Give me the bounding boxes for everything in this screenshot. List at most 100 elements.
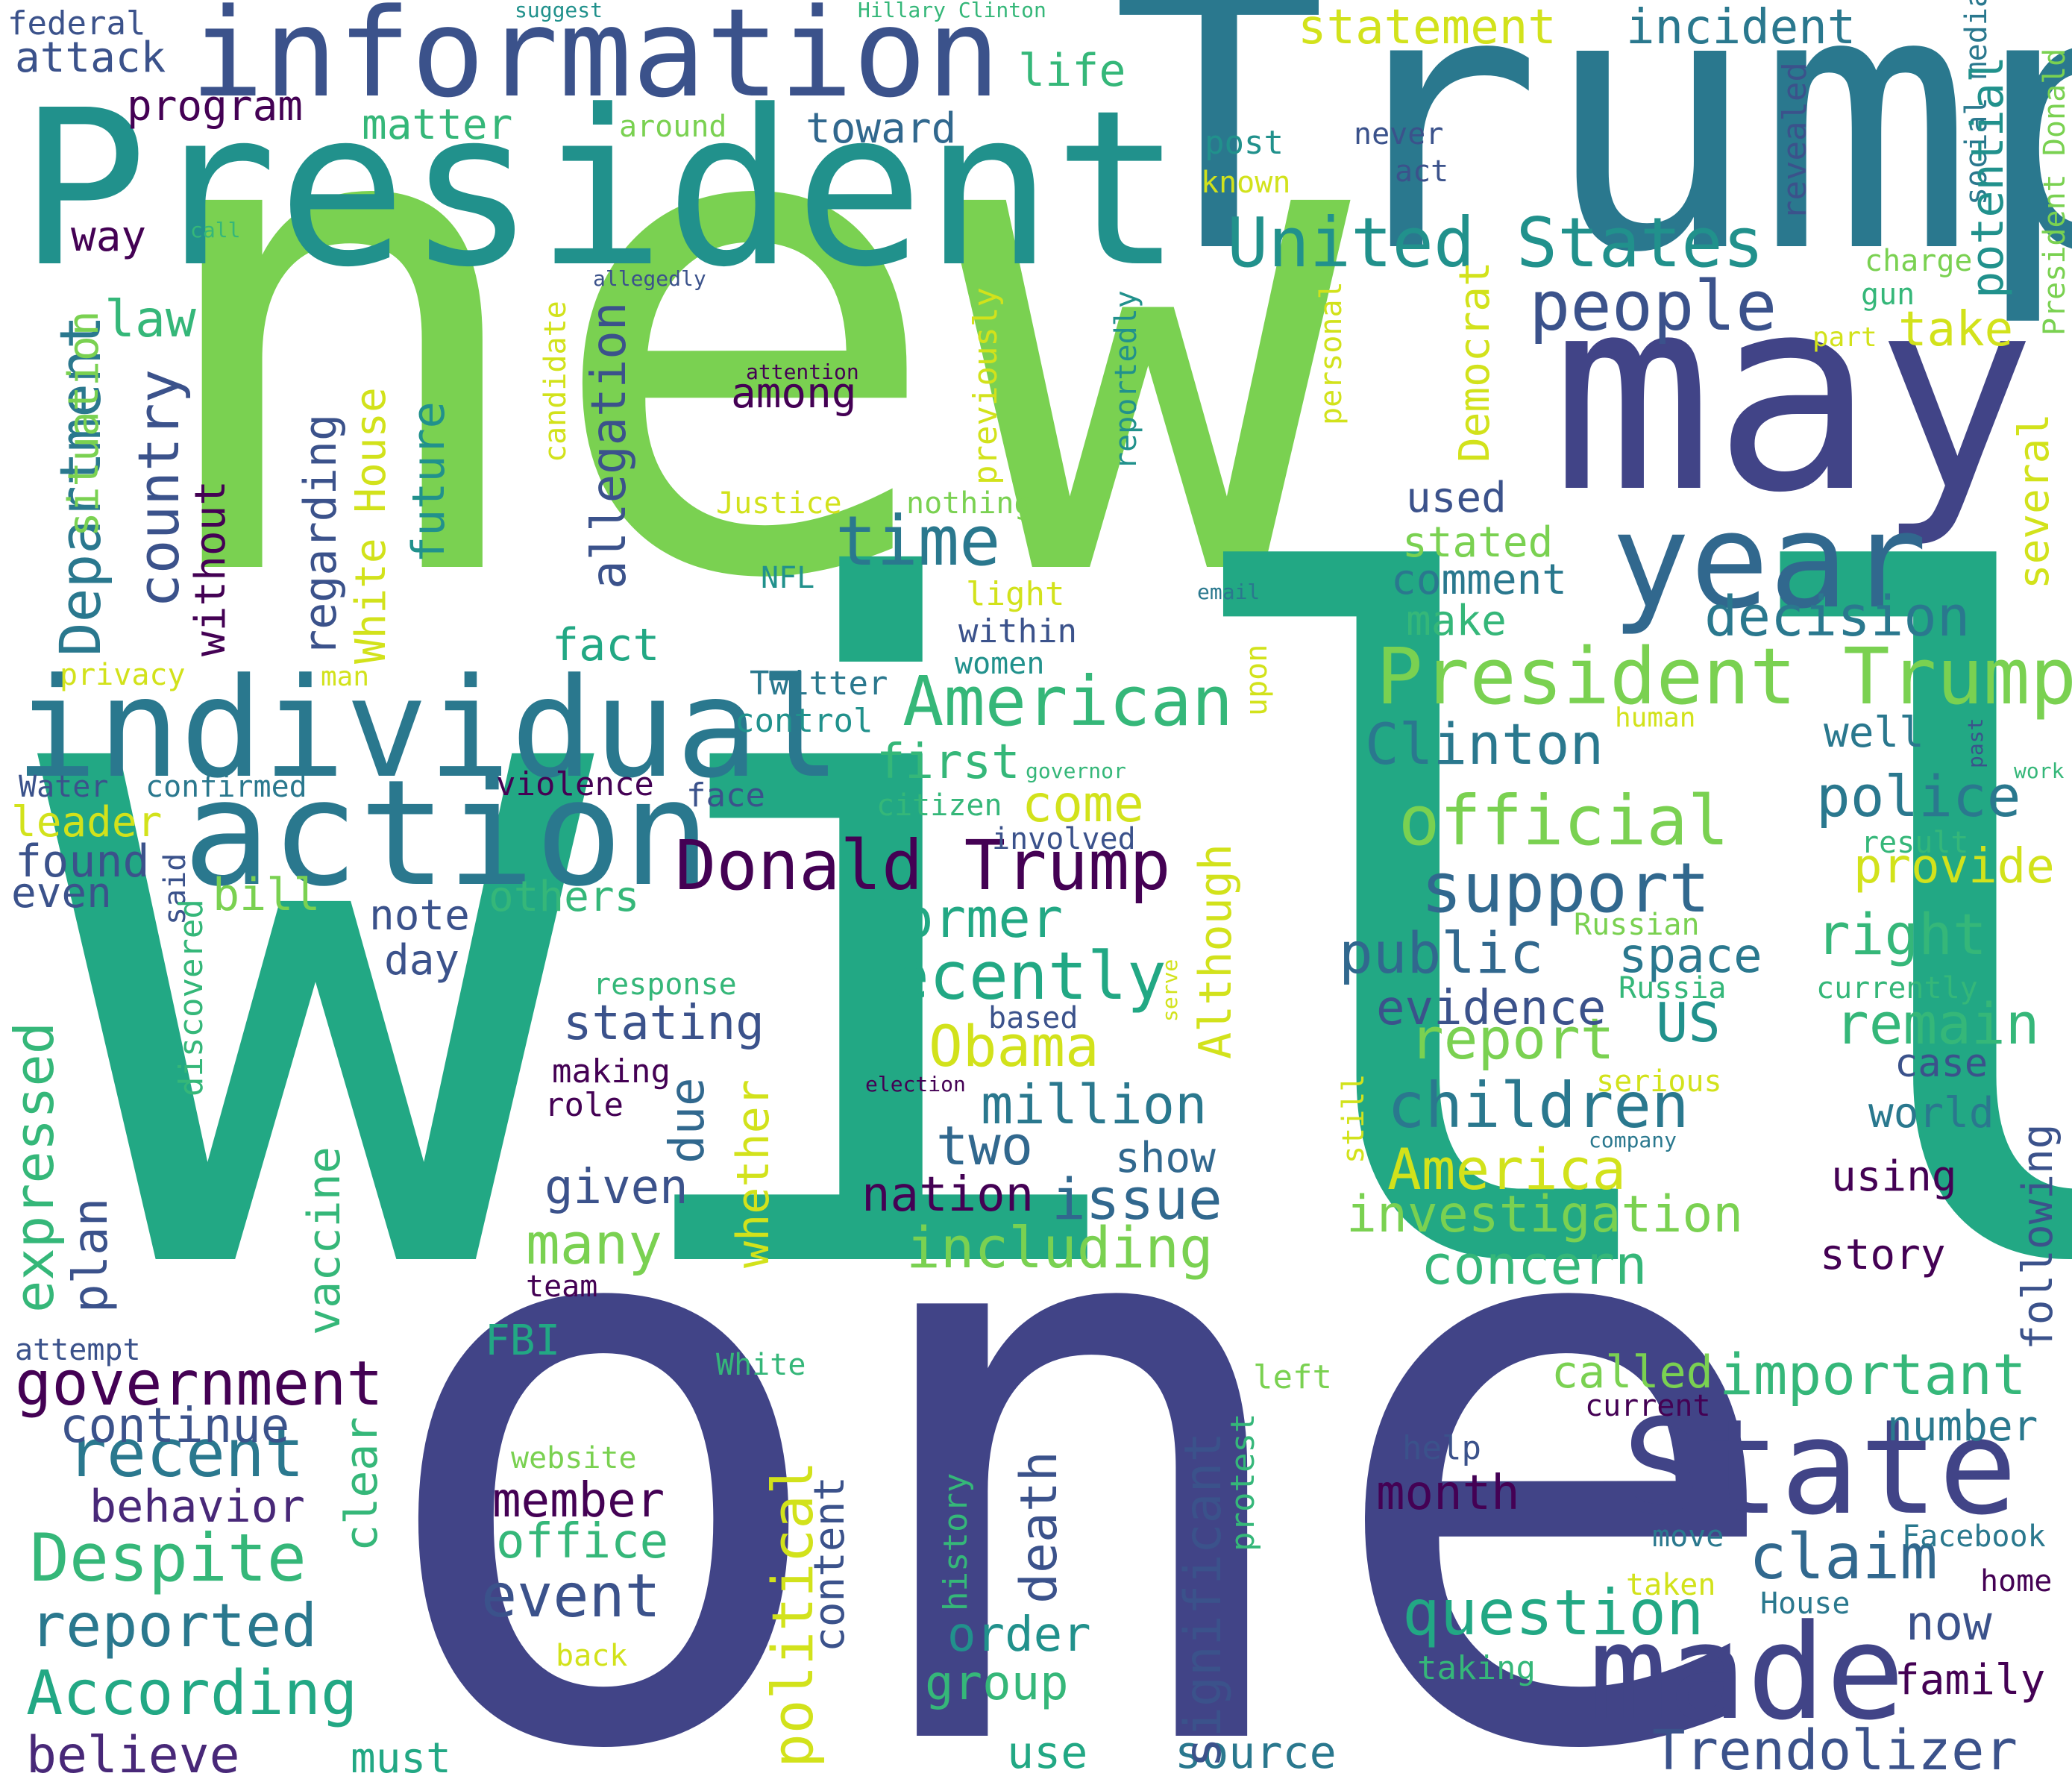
word-serious: serious [1596, 1064, 1722, 1099]
word-will: will [37, 401, 2072, 1478]
word-event: event [481, 1561, 661, 1631]
word-concern: concern [1421, 1234, 1648, 1296]
word-president-trump: President Trump [1376, 631, 2072, 722]
word-america: America [1387, 1136, 1627, 1202]
word-attention: attention [746, 360, 859, 384]
word-involved: involved [992, 822, 1136, 856]
word-within: within [958, 612, 1077, 650]
word-call: call [190, 218, 241, 242]
word-discovered: discovered [172, 899, 210, 1097]
word-month: month [1376, 1466, 1520, 1521]
word-time: time [835, 501, 1001, 581]
word-work: work [2014, 759, 2065, 783]
word-result: result [1861, 826, 1969, 860]
word-human: human [1615, 703, 1696, 733]
word-investigation: investigation [1346, 1185, 1744, 1244]
word-continue: continue [60, 1399, 290, 1454]
word-story: story [1820, 1231, 1946, 1279]
word-source: source [1175, 1727, 1337, 1779]
word-comment: comment [1391, 556, 1568, 604]
word-family: family [1894, 1656, 2046, 1704]
word-potential: potential [1962, 55, 2014, 298]
word-taken: taken [1626, 1568, 1716, 1602]
word-found: found [15, 835, 150, 888]
word-remain: remain [1835, 991, 2040, 1057]
word-hillary-clinton: Hillary Clinton [858, 0, 1046, 22]
word-may: may [1551, 239, 2037, 551]
word-russia: Russia [1619, 971, 1727, 1005]
word-company: company [1589, 1128, 1677, 1152]
word-suggest: suggest [515, 0, 603, 22]
word-recently: recently [850, 938, 1167, 1014]
word-stated: stated [1402, 518, 1554, 567]
word-number: number [1887, 1402, 2038, 1451]
word-note: note [369, 891, 470, 940]
word-public: public [1339, 920, 1544, 986]
word-light: light [966, 575, 1065, 613]
word-gun: gun [1861, 277, 1915, 312]
word-leader: leader [11, 798, 163, 847]
word-order: order [947, 1607, 1091, 1663]
word-privacy: privacy [60, 658, 186, 692]
word-day: day [384, 936, 460, 985]
word-currently: currently [1816, 971, 1978, 1005]
word-facebook: Facebook [1902, 1519, 2046, 1554]
word-home: home [1980, 1564, 2053, 1599]
word-plan: plan [63, 1197, 119, 1313]
word-show: show [1115, 1134, 1216, 1182]
word-never: never [1354, 117, 1444, 151]
word-control: control [735, 702, 873, 740]
word-way: way [71, 213, 147, 261]
word-death: death [1010, 1451, 1069, 1604]
word-website: website [511, 1441, 637, 1475]
word-now: now [1906, 1596, 1992, 1651]
word-others: others [489, 873, 640, 921]
word-upon: upon [1240, 644, 1274, 716]
word-part: part [1812, 322, 1877, 353]
word-trendolizer: Trendolizer [1652, 1719, 2018, 1782]
word-made: made [1589, 1596, 1905, 1749]
word-move: move [1652, 1519, 1724, 1554]
word-attempt: attempt [15, 1333, 141, 1367]
word-current: current [1585, 1389, 1711, 1423]
word-question: question [1402, 1576, 1704, 1649]
word-man: man [321, 662, 370, 692]
word-vaccine: vaccine [298, 1146, 351, 1335]
word-nfl: NFL [761, 561, 815, 595]
word-million: million [981, 1073, 1208, 1136]
word-among: among [731, 369, 857, 418]
word-federal: federal [7, 4, 146, 43]
word-obama: Obama [929, 1013, 1099, 1079]
word-past: past [1963, 718, 1988, 768]
word-making: making [552, 1052, 671, 1091]
word-clinton: Clinton [1365, 711, 1604, 777]
word-email: email [1197, 580, 1261, 604]
word-law: law [104, 290, 196, 349]
word-white: White [716, 1348, 806, 1382]
word-incident: incident [1626, 0, 1856, 55]
word-following: following [2014, 1123, 2062, 1350]
word-space: space [1619, 929, 1762, 984]
word-used: used [1406, 474, 1507, 522]
word-back: back [556, 1639, 628, 1673]
word-people: people [1529, 266, 1777, 346]
word-post: post [1205, 124, 1284, 162]
word-attack: attack [15, 34, 166, 82]
word-even: even [11, 869, 112, 917]
word-president-donald: President Donald [2038, 48, 2072, 336]
word-fbi: FBI [485, 1317, 561, 1365]
word-according: According [26, 1658, 358, 1729]
word-report: report [1410, 1005, 1615, 1072]
word-situation: situation [60, 310, 108, 537]
word-around: around [619, 110, 727, 144]
word-first: first [876, 735, 1020, 790]
word-still: still [1337, 1073, 1371, 1164]
word-regarding: regarding [295, 413, 347, 656]
word-two: two [936, 1114, 1034, 1177]
word-response: response [593, 967, 737, 1002]
word-bill: bill [213, 869, 321, 921]
word-government: government [15, 1349, 383, 1419]
word-reported: reported [30, 1591, 318, 1660]
word-reportedly: reportedly [1109, 290, 1143, 470]
word-important: important [1719, 1341, 2027, 1408]
